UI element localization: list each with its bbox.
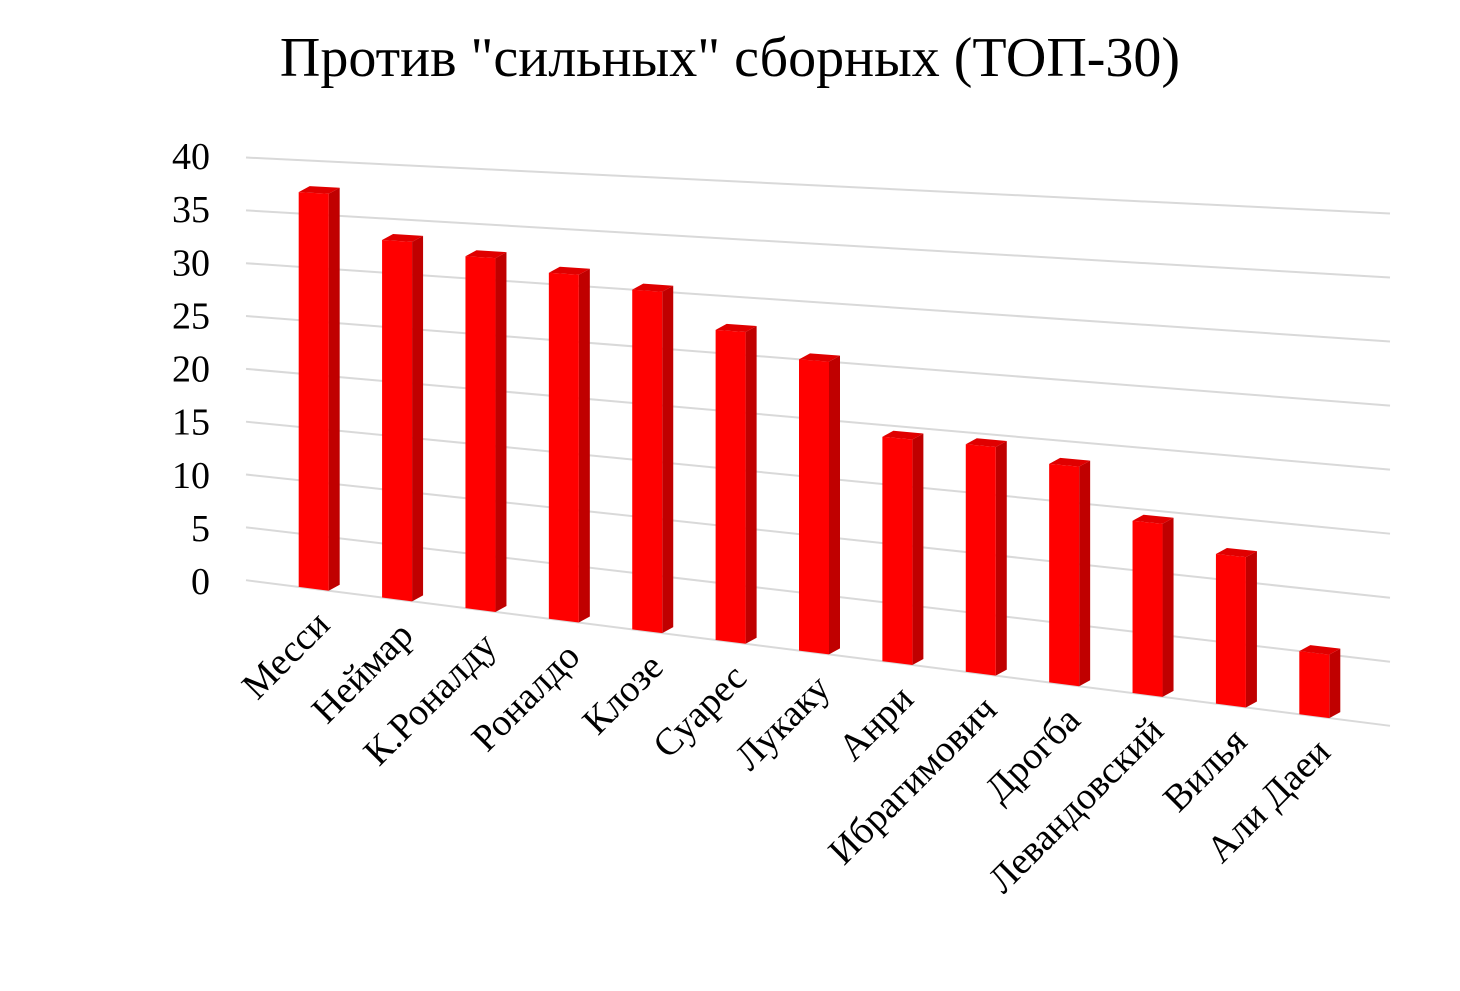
bar-12 xyxy=(1299,645,1341,719)
bar-side xyxy=(328,187,340,591)
bar-front xyxy=(1215,554,1246,708)
bar-front xyxy=(1299,651,1330,719)
bar-top xyxy=(298,186,340,194)
bar-front xyxy=(882,436,913,666)
bar-1 xyxy=(382,234,424,602)
y-axis-ticks: 0 5 10 15 20 25 30 35 40 xyxy=(172,136,210,603)
bar-side xyxy=(1329,648,1341,719)
bar-side xyxy=(995,440,1007,676)
bar-side xyxy=(1162,517,1174,697)
gridline-40 xyxy=(245,156,1391,215)
bar-front xyxy=(1132,520,1163,697)
y-tick-label: 15 xyxy=(172,402,210,444)
bar-top xyxy=(965,438,1007,447)
bar-0 xyxy=(298,186,340,591)
bar-side xyxy=(495,252,507,612)
bar-top xyxy=(1132,514,1174,524)
bar-top xyxy=(548,266,590,275)
y-tick-label: 25 xyxy=(172,295,210,337)
bar-3 xyxy=(548,266,590,623)
bar-top xyxy=(882,430,924,440)
gridline-30 xyxy=(245,262,1391,343)
bar-front xyxy=(715,329,746,644)
y-tick-label: 5 xyxy=(191,508,210,550)
bar-top xyxy=(1215,548,1257,558)
bar-2 xyxy=(465,250,507,612)
bar-7 xyxy=(882,430,924,666)
y-tick-label: 35 xyxy=(172,189,210,231)
bar-side xyxy=(578,268,590,623)
bar-10 xyxy=(1132,514,1174,697)
y-tick-label: 30 xyxy=(172,242,210,284)
bar-top xyxy=(799,353,840,362)
bars xyxy=(298,186,1341,719)
y-tick-label: 0 xyxy=(191,561,210,603)
bar-top xyxy=(382,234,424,242)
bar-front xyxy=(382,240,413,602)
bar-top xyxy=(632,283,674,292)
bar-front xyxy=(298,192,329,591)
bar-front xyxy=(799,359,829,655)
bar-6 xyxy=(799,353,840,655)
bar-side xyxy=(412,235,424,602)
bar-front xyxy=(632,289,663,634)
y-tick-label: 40 xyxy=(172,136,210,178)
bar-top xyxy=(715,323,757,333)
bar-top xyxy=(1299,645,1341,655)
bar-side xyxy=(1245,551,1257,708)
chart-title: Против "сильных" сборных (ТОП-30) xyxy=(279,27,1181,89)
gridline-35 xyxy=(245,209,1391,279)
bar-front xyxy=(548,272,579,623)
bar-front xyxy=(1049,463,1080,687)
bar-8 xyxy=(965,438,1007,676)
bar-top xyxy=(1049,457,1091,467)
y-tick-label: 10 xyxy=(172,455,210,497)
bar-side xyxy=(829,355,840,655)
bar-4 xyxy=(632,283,674,634)
bar-top xyxy=(465,250,507,259)
bar-side xyxy=(745,326,757,644)
y-tick-label: 20 xyxy=(172,349,210,391)
bar-11 xyxy=(1215,548,1257,708)
bar-side xyxy=(662,285,674,634)
bar-front xyxy=(465,256,496,612)
bar-side xyxy=(912,433,924,666)
bar-5 xyxy=(715,323,757,644)
bar-front xyxy=(965,444,996,676)
bar-side xyxy=(1079,460,1091,687)
bar-9 xyxy=(1049,457,1091,687)
